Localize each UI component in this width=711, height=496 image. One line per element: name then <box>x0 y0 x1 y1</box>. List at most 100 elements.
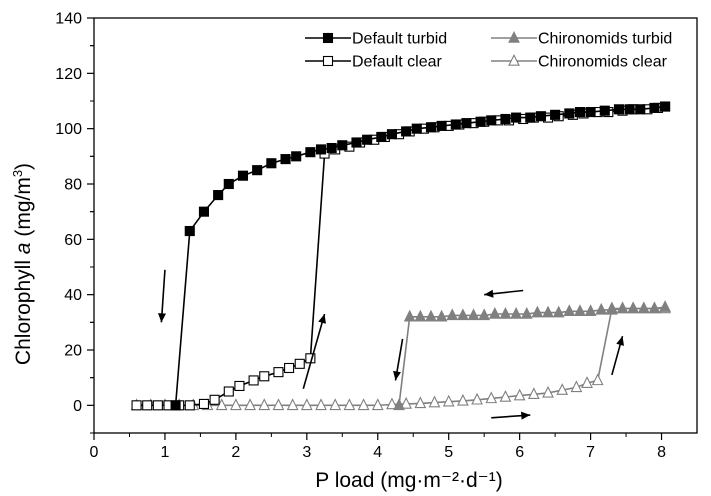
data-point <box>527 387 540 400</box>
x-tick-label: 7 <box>586 444 595 461</box>
data-point <box>401 126 412 137</box>
data-point <box>357 398 370 411</box>
legend-label: Default turbid <box>352 31 447 48</box>
data-point <box>488 307 501 319</box>
data-point <box>635 104 646 115</box>
data-point <box>513 388 526 401</box>
legend-entry: Default clear <box>305 54 442 71</box>
data-point <box>286 398 299 411</box>
data-point <box>252 165 263 176</box>
direction-arrow <box>302 313 326 389</box>
direction-arrowhead <box>158 313 166 323</box>
legend-label: Default clear <box>352 54 442 71</box>
data-point <box>326 142 337 154</box>
data-point <box>184 400 195 411</box>
series-line <box>398 306 666 406</box>
data-point <box>637 301 650 314</box>
y-axis-label: Chlorophyll a (mg/m3) <box>10 163 35 365</box>
data-point <box>499 390 512 402</box>
data-point <box>485 391 498 404</box>
data-point <box>184 225 195 237</box>
data-point <box>280 154 291 165</box>
series-default-clear <box>131 101 671 411</box>
data-point <box>475 116 486 127</box>
x-tick-label: 6 <box>515 444 524 461</box>
x-tick-label: 2 <box>231 444 240 461</box>
data-point <box>213 190 224 201</box>
data-point <box>400 396 413 409</box>
data-point <box>591 373 604 386</box>
y-tick-label: 60 <box>64 232 82 249</box>
data-point <box>552 305 565 318</box>
y-axis-label-unit: (mg/m <box>12 177 35 242</box>
data-point <box>542 385 554 398</box>
data-point <box>467 308 480 321</box>
legend-marker <box>508 30 520 43</box>
data-point <box>414 396 427 409</box>
data-point <box>411 123 422 134</box>
data-point <box>574 304 586 317</box>
data-point <box>486 115 497 126</box>
data-point <box>500 113 511 125</box>
data-point <box>450 119 461 130</box>
data-point <box>461 118 472 129</box>
data-point <box>244 398 256 411</box>
legend-entry: Default turbid <box>305 31 447 48</box>
data-point <box>471 392 483 405</box>
data-point <box>478 308 491 321</box>
direction-arrowhead <box>318 314 326 324</box>
data-point <box>258 398 271 411</box>
data-point <box>294 358 305 369</box>
x-tick-label: 1 <box>160 444 169 461</box>
arrow-layer <box>158 269 624 420</box>
data-point <box>525 112 536 123</box>
data-point <box>234 380 245 392</box>
data-point <box>315 144 327 155</box>
data-point <box>520 307 533 319</box>
data-point <box>291 151 302 162</box>
data-point <box>386 129 398 140</box>
data-point <box>585 107 596 118</box>
data-point <box>542 305 554 318</box>
data-point <box>305 147 316 158</box>
data-point <box>142 400 153 411</box>
data-point <box>237 170 249 181</box>
data-point <box>511 112 522 123</box>
y-tick-label: 0 <box>73 398 82 415</box>
data-point <box>386 397 398 410</box>
data-point <box>425 122 437 133</box>
legend-label: Chironomids turbid <box>538 31 672 48</box>
data-point <box>457 393 469 406</box>
data-point <box>393 398 405 411</box>
data-point <box>362 134 373 145</box>
data-point <box>584 304 597 317</box>
direction-arrowhead <box>616 336 624 346</box>
data-point <box>229 398 242 411</box>
series-line <box>136 105 666 407</box>
data-point <box>550 109 561 120</box>
y-tick-label: 100 <box>55 121 82 138</box>
data-point <box>223 178 234 190</box>
data-point <box>259 371 270 382</box>
data-point <box>329 398 342 411</box>
data-point <box>248 375 259 386</box>
data-point <box>337 140 348 151</box>
legend-marker <box>322 32 334 44</box>
y-axis-label-main: Chlorophyll <box>12 254 35 365</box>
series-line <box>174 105 666 406</box>
data-point <box>371 398 384 411</box>
data-point <box>510 307 522 319</box>
data-point <box>376 131 387 143</box>
x-axis-ticks: 0 1 2 3 4 5 6 7 8 <box>90 433 666 461</box>
data-point <box>170 400 181 411</box>
data-point <box>599 105 610 116</box>
data-point <box>198 398 210 410</box>
data-point <box>570 380 583 393</box>
y-tick-label: 140 <box>55 11 82 28</box>
data-point <box>446 308 459 321</box>
data-point <box>627 301 640 314</box>
data-point <box>649 102 660 113</box>
y-tick-label: 20 <box>64 343 82 360</box>
series-default-turbid <box>170 101 671 411</box>
